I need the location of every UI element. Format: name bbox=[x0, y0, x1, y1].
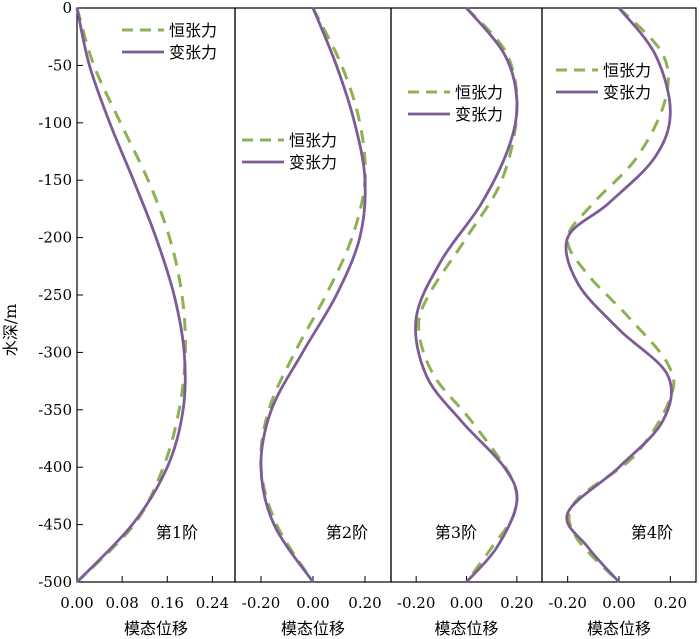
x-tick-label: 0.16 bbox=[151, 594, 184, 612]
x-tick-label: 0.08 bbox=[105, 594, 138, 612]
legend-label: 变张力 bbox=[289, 153, 337, 172]
legend-label: 变张力 bbox=[455, 105, 503, 124]
x-tick-label: 0.00 bbox=[296, 594, 329, 612]
x-tick-label: 0.20 bbox=[348, 594, 381, 612]
y-axis-label: 水深/m bbox=[1, 304, 20, 357]
series-line-constant-tension bbox=[75, 7, 187, 584]
y-tick-label: -500 bbox=[38, 573, 72, 591]
x-tick-label: 0.24 bbox=[196, 594, 229, 612]
panel-mode-label: 第1阶 bbox=[156, 523, 198, 542]
y-tick-label: -50 bbox=[48, 56, 72, 74]
x-axis-label: 模态位移 bbox=[281, 619, 345, 638]
panel-mode-label: 第2阶 bbox=[326, 523, 368, 542]
x-tick-label: 0.20 bbox=[654, 594, 687, 612]
y-tick-label: -450 bbox=[38, 516, 72, 534]
panel-mode-label: 第4阶 bbox=[631, 523, 673, 542]
x-tick-label: 0.20 bbox=[500, 594, 533, 612]
panel-mode-label: 第3阶 bbox=[435, 523, 477, 542]
panel-frame bbox=[76, 7, 236, 583]
legend-label: 恒张力 bbox=[455, 83, 503, 102]
y-tick-label: -200 bbox=[38, 229, 72, 247]
x-axis-label: 模态位移 bbox=[587, 619, 651, 638]
legend-label: 恒张力 bbox=[603, 61, 651, 80]
x-tick-label: -0.20 bbox=[242, 594, 280, 612]
x-tick-label: 0.00 bbox=[450, 594, 483, 612]
legend-label: 变张力 bbox=[603, 83, 651, 102]
y-tick-label: -250 bbox=[38, 286, 72, 304]
y-tick-label: -150 bbox=[38, 171, 72, 189]
y-tick-label: -350 bbox=[38, 401, 72, 419]
x-tick-label: 0.00 bbox=[602, 594, 635, 612]
series-line-variable-tension bbox=[75, 7, 187, 583]
x-tick-label: -0.20 bbox=[397, 594, 435, 612]
legend-label: 恒张力 bbox=[169, 21, 217, 40]
x-tick-label: -0.20 bbox=[548, 594, 586, 612]
legend-label: 恒张力 bbox=[289, 131, 337, 150]
y-axis: 0 -50 -100 -150 -200 -250 -300 -350 -400 -450 -500 bbox=[38, 0, 83, 591]
x-axis-label: 模态位移 bbox=[434, 619, 498, 638]
series-line-variable-tension bbox=[259, 7, 367, 583]
y-tick-label: -300 bbox=[38, 343, 72, 361]
series-line-variable-tension bbox=[414, 7, 519, 583]
x-axis-label: 模态位移 bbox=[124, 619, 188, 638]
series-line-variable-tension bbox=[564, 7, 673, 583]
y-tick-label: 0 bbox=[62, 0, 72, 17]
y-tick-label: -100 bbox=[38, 114, 72, 132]
series-line-constant-tension bbox=[259, 7, 367, 583]
x-tick-label: 0.00 bbox=[60, 594, 93, 612]
y-tick-label: -400 bbox=[38, 458, 72, 476]
legend-label: 变张力 bbox=[169, 43, 217, 62]
panel-frame bbox=[234, 7, 392, 583]
